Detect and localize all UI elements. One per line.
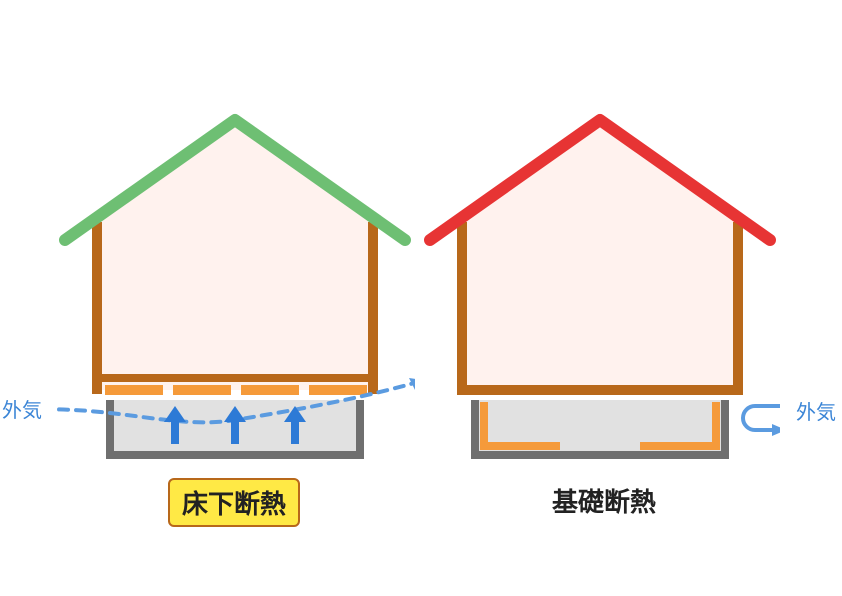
diagram-stage: 外気 外気 床下断熱 基礎断熱 xyxy=(0,0,842,596)
title-left: 床下断熱 xyxy=(168,478,300,527)
house-right-air-block-arrowhead xyxy=(772,424,780,436)
house-left xyxy=(55,110,415,480)
house-right-body-fill xyxy=(458,125,742,390)
house-left-body-fill xyxy=(93,125,377,390)
title-right: 基礎断熱 xyxy=(540,478,668,523)
air-label-right: 外気 xyxy=(796,396,836,425)
air-label-left: 外気 xyxy=(2,394,42,423)
house-right xyxy=(420,110,780,480)
